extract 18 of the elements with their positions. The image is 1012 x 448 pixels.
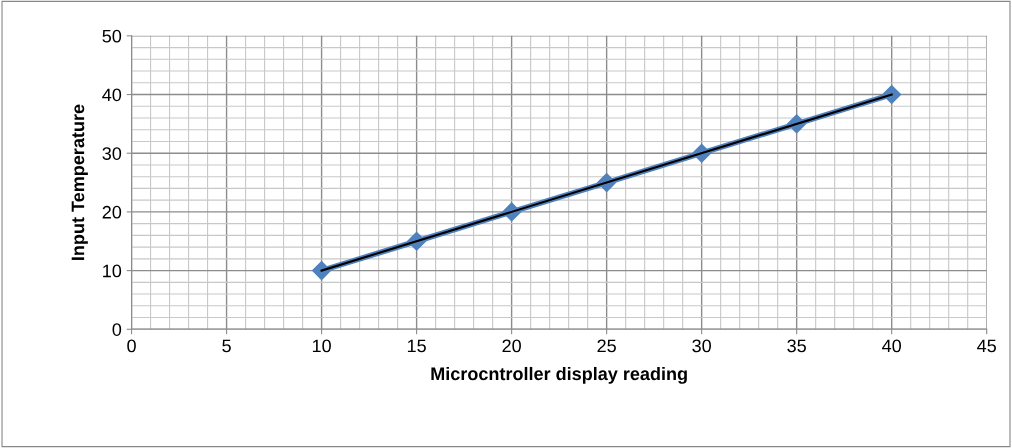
y-tick-label: 20 — [102, 205, 122, 219]
x-tick-label: 15 — [407, 339, 426, 353]
y-axis-title: Input Temperature — [71, 104, 88, 260]
x-tick-label: 25 — [597, 339, 616, 353]
x-tick-label: 40 — [882, 339, 902, 353]
y-tick-label: 10 — [103, 264, 122, 278]
x-tick-label: 20 — [502, 339, 521, 353]
x-tick-label: 0 — [127, 339, 136, 353]
y-tick-label: 30 — [102, 147, 122, 160]
x-axis-title: Microcntroller display reading — [431, 366, 687, 384]
y-tick-label: 40 — [102, 88, 122, 102]
x-tick-label: 45 — [977, 339, 996, 353]
x-tick-label: 35 — [787, 339, 806, 353]
y-tick-label: 50 — [102, 29, 122, 43]
x-tick-label: 5 — [222, 339, 231, 353]
x-tick-label: 10 — [312, 339, 331, 353]
y-tick-label: 0 — [112, 323, 122, 336]
x-tick-label: 30 — [692, 339, 711, 353]
